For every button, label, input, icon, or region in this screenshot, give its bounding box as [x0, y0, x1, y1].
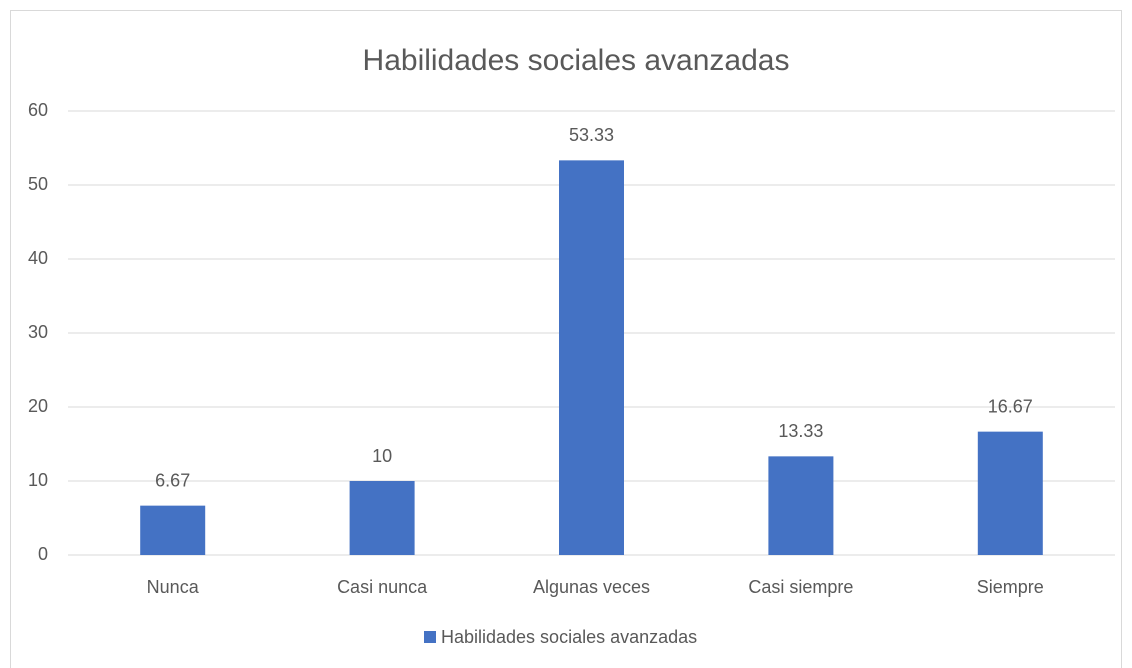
- bar: [559, 160, 624, 555]
- data-label: 53.33: [569, 125, 614, 145]
- y-tick-label: 40: [28, 248, 48, 268]
- x-tick-label: Casi siempre: [748, 577, 853, 597]
- y-tick-label: 0: [38, 544, 48, 564]
- data-label: 13.33: [778, 421, 823, 441]
- data-label: 10: [372, 446, 392, 466]
- bar: [768, 456, 834, 555]
- legend-label: Habilidades sociales avanzadas: [441, 627, 697, 647]
- legend-swatch: [424, 631, 436, 643]
- x-tick-label: Casi nunca: [337, 577, 428, 597]
- y-tick-label: 60: [28, 100, 48, 120]
- y-tick-label: 20: [28, 396, 48, 416]
- data-label: 6.67: [155, 470, 190, 490]
- y-tick-label: 10: [28, 470, 48, 490]
- chart-title: Habilidades sociales avanzadas: [363, 44, 790, 77]
- data-label: 16.67: [988, 396, 1033, 416]
- bar: [140, 505, 206, 555]
- x-tick-label: Siempre: [977, 577, 1044, 597]
- y-tick-label: 30: [28, 322, 48, 342]
- bar: [977, 431, 1043, 555]
- x-tick-label: Algunas veces: [533, 577, 650, 597]
- x-tick-label: Nunca: [147, 577, 200, 597]
- y-tick-label: 50: [28, 174, 48, 194]
- bar: [349, 481, 415, 555]
